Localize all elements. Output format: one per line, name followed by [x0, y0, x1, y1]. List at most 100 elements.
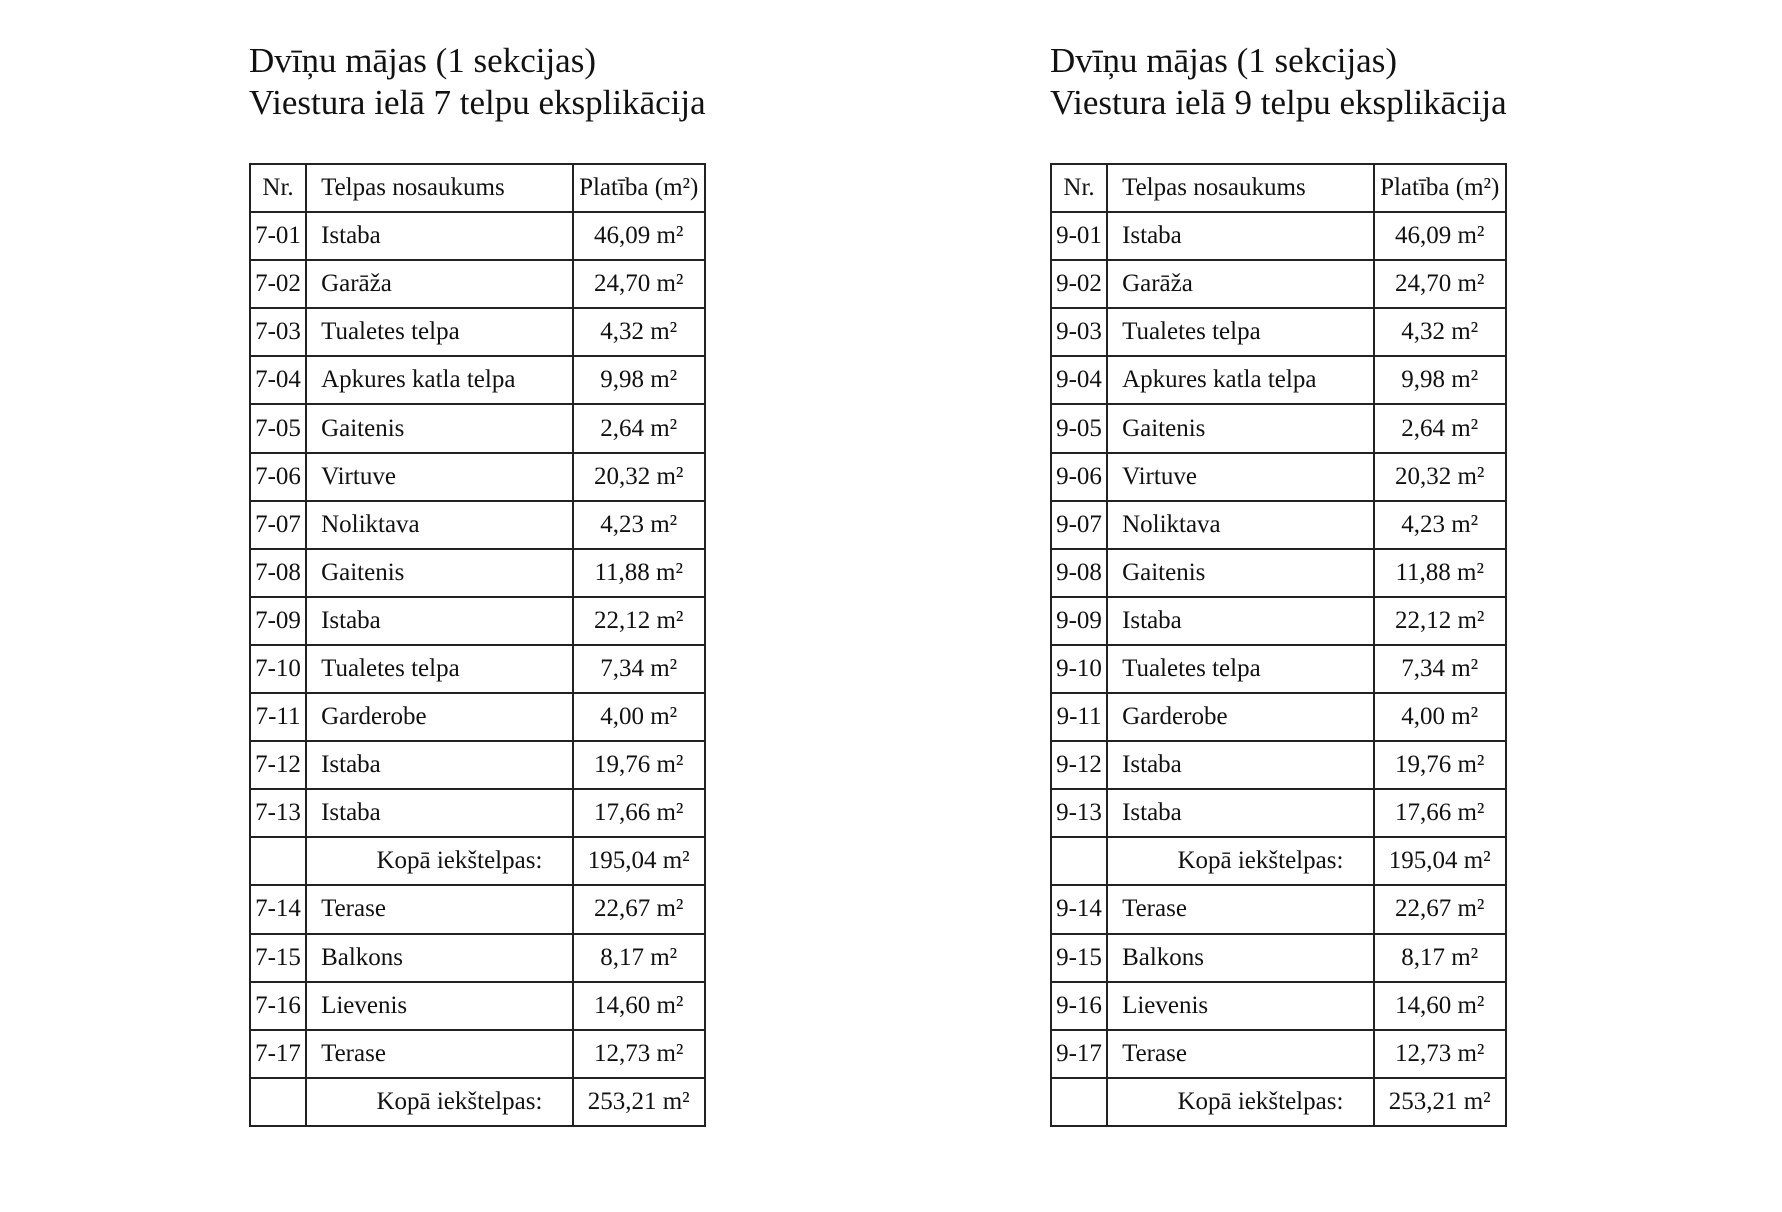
- room-number: 7-05: [248, 403, 308, 454]
- room-name: Istaba: [1106, 595, 1375, 646]
- room-area: 2,64 m²: [1372, 403, 1507, 454]
- table-row: 9-02 Garāža 24,70 m²: [1049, 259, 1507, 310]
- title-line-1: Dvīņu mājas (1 sekcijas): [249, 41, 596, 80]
- room-area: 22,12 m²: [1372, 595, 1507, 646]
- room-name: Terase: [1106, 884, 1375, 935]
- room-name: Istaba: [1106, 740, 1375, 791]
- room-name: Istaba: [305, 740, 574, 791]
- empty-cell: [1049, 836, 1109, 887]
- room-number: 9-08: [1049, 547, 1109, 598]
- room-area: 12,73 m²: [1372, 1028, 1507, 1079]
- total-label: Kopā iekštelpas:: [305, 1076, 574, 1127]
- room-number: 7-07: [248, 499, 308, 550]
- room-number: 7-17: [248, 1028, 308, 1079]
- room-area: 11,88 m²: [1372, 547, 1507, 598]
- room-name: Garāža: [1106, 259, 1375, 310]
- room-name: Tualetes telpa: [1106, 307, 1375, 358]
- header-row: Nr. Telpas nosaukums Platība (m²): [248, 162, 706, 214]
- room-number: 9-14: [1049, 884, 1109, 935]
- table-row: 7-07 Noliktava 4,23 m²: [248, 499, 706, 550]
- table-row: 7-04 Apkures katla telpa 9,98 m²: [248, 355, 706, 406]
- table-row: 9-16 Lievenis 14,60 m²: [1049, 980, 1507, 1031]
- room-area: 2,64 m²: [571, 403, 706, 454]
- room-name: Lievenis: [1106, 980, 1375, 1031]
- room-name: Gaitenis: [1106, 403, 1375, 454]
- room-number: 9-01: [1049, 211, 1109, 262]
- room-table: Nr. Telpas nosaukums Platība (m²) 7-01 Istab…: [248, 162, 706, 1127]
- explication-block-7: Dvīņu mājas (1 sekcijas) Viestura ielā 7…: [248, 40, 706, 1127]
- header-nr: Nr.: [248, 162, 308, 214]
- room-number: 7-02: [248, 259, 308, 310]
- room-name: Gaitenis: [305, 547, 574, 598]
- room-name: Lievenis: [305, 980, 574, 1031]
- header-name: Telpas nosaukums: [305, 162, 574, 214]
- room-number: 9-09: [1049, 595, 1109, 646]
- total-row: Kopā iekštelpas: 253,21 m²: [1049, 1076, 1507, 1127]
- room-number: 7-12: [248, 740, 308, 791]
- room-name: Noliktava: [1106, 499, 1375, 550]
- table-row: 9-01 Istaba 46,09 m²: [1049, 211, 1507, 262]
- table-row: 9-11 Garderobe 4,00 m²: [1049, 692, 1507, 743]
- room-area: 20,32 m²: [571, 451, 706, 502]
- table-row: 9-04 Apkures katla telpa 9,98 m²: [1049, 355, 1507, 406]
- room-area: 253,21 m²: [571, 1076, 706, 1127]
- empty-cell: [248, 1076, 308, 1127]
- table-row: 9-14 Terase 22,67 m²: [1049, 884, 1507, 935]
- table-row: 9-10 Tualetes telpa 7,34 m²: [1049, 643, 1507, 695]
- table-row: 7-05 Gaitenis 2,64 m²: [248, 403, 706, 454]
- room-area: 24,70 m²: [571, 259, 706, 310]
- room-name: Gaitenis: [1106, 547, 1375, 598]
- total-row: Kopā iekštelpas: 195,04 m²: [248, 836, 706, 887]
- room-area: 19,76 m²: [1372, 740, 1507, 791]
- room-area: 4,32 m²: [1372, 307, 1507, 358]
- room-table: Nr. Telpas nosaukums Platība (m²) 9-01 Istab…: [1049, 162, 1507, 1127]
- room-area: 8,17 m²: [1372, 932, 1507, 983]
- room-area: 4,00 m²: [1372, 692, 1507, 743]
- room-name: Garderobe: [305, 692, 574, 743]
- room-name: Balkons: [1106, 932, 1375, 983]
- table-row: 7-12 Istaba 19,76 m²: [248, 740, 706, 791]
- room-number: 9-16: [1049, 980, 1109, 1031]
- room-number: 7-16: [248, 980, 308, 1031]
- room-area: 24,70 m²: [1372, 259, 1507, 310]
- header-area: Platība (m²): [1372, 162, 1507, 214]
- room-name: Gaitenis: [305, 403, 574, 454]
- room-area: 253,21 m²: [1372, 1076, 1507, 1127]
- room-name: Istaba: [1106, 211, 1375, 262]
- table-row: 9-17 Terase 12,73 m²: [1049, 1028, 1507, 1079]
- total-row: Kopā iekštelpas: 253,21 m²: [248, 1076, 706, 1127]
- total-label: Kopā iekštelpas:: [305, 836, 574, 887]
- table-row: 7-10 Tualetes telpa 7,34 m²: [248, 643, 706, 695]
- room-area: 14,60 m²: [1372, 980, 1507, 1031]
- room-name: Noliktava: [305, 499, 574, 550]
- table-row: 9-09 Istaba 22,12 m²: [1049, 595, 1507, 646]
- room-area: 12,73 m²: [571, 1028, 706, 1079]
- total-row: Kopā iekštelpas: 195,04 m²: [1049, 836, 1507, 887]
- table-row: 7-09 Istaba 22,12 m²: [248, 595, 706, 646]
- table-row: 7-16 Lievenis 14,60 m²: [248, 980, 706, 1031]
- room-area: 22,67 m²: [571, 884, 706, 935]
- table-row: 9-13 Istaba 17,66 m²: [1049, 788, 1507, 839]
- explication-block-9: Dvīņu mājas (1 sekcijas) Viestura ielā 9…: [1049, 40, 1507, 1127]
- room-number: 9-15: [1049, 932, 1109, 983]
- room-number: 7-11: [248, 692, 308, 743]
- room-number: 9-13: [1049, 788, 1109, 839]
- room-area: 7,34 m²: [1372, 643, 1507, 695]
- room-number: 7-10: [248, 643, 308, 695]
- room-number: 7-13: [248, 788, 308, 839]
- header-area: Platība (m²): [571, 162, 706, 214]
- room-area: 8,17 m²: [571, 932, 706, 983]
- table-row: 7-11 Garderobe 4,00 m²: [248, 692, 706, 743]
- room-area: 4,32 m²: [571, 307, 706, 358]
- table-row: 9-06 Virtuve 20,32 m²: [1049, 451, 1507, 502]
- room-area: 195,04 m²: [1372, 836, 1507, 887]
- total-label: Kopā iekštelpas:: [1106, 836, 1375, 887]
- room-area: 22,67 m²: [1372, 884, 1507, 935]
- room-number: 9-03: [1049, 307, 1109, 358]
- room-area: 7,34 m²: [571, 643, 706, 695]
- room-name: Apkures katla telpa: [305, 355, 574, 406]
- table-row: 7-03 Tualetes telpa 4,32 m²: [248, 307, 706, 358]
- room-name: Istaba: [305, 788, 574, 839]
- room-area: 20,32 m²: [1372, 451, 1507, 502]
- table-row: 7-08 Gaitenis 11,88 m²: [248, 547, 706, 598]
